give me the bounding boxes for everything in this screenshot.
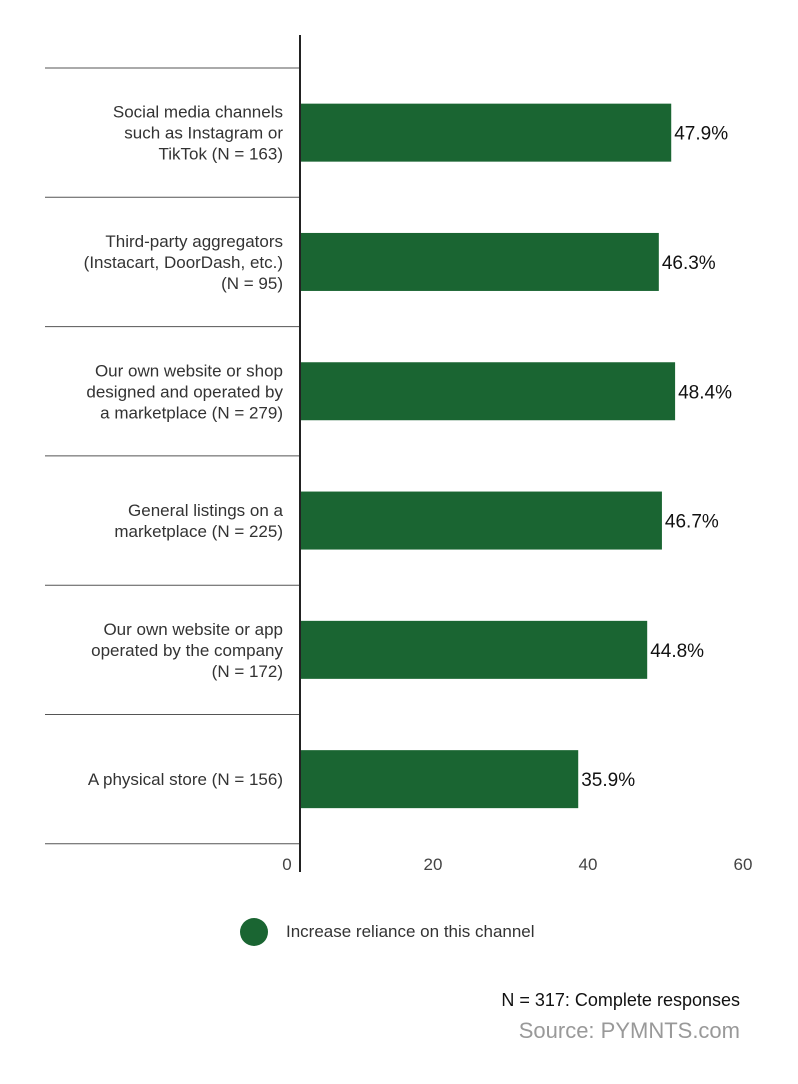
value-label: 44.8% <box>650 641 704 662</box>
value-label: 48.4% <box>678 382 732 403</box>
bar <box>300 491 662 550</box>
bar-chart: 47.9% Social media channels such as Instag… <box>45 35 753 874</box>
category-label: Our own website or shop <box>95 361 283 380</box>
legend-label: Increase reliance on this channel <box>286 922 535 941</box>
value-label: 35.9% <box>581 770 635 791</box>
category-label: TikTok (N = 163) <box>158 145 283 164</box>
category-label: Social media channels <box>113 103 283 122</box>
category-label: (Instacart, DoorDash, etc.) <box>84 253 283 272</box>
category-label: General listings on a <box>128 501 284 520</box>
category-label: (N = 95) <box>221 274 283 293</box>
category-label: (N = 172) <box>212 662 283 681</box>
value-label: 47.9% <box>674 124 728 145</box>
category-label: such as Instagram or <box>124 124 283 143</box>
bar <box>300 103 672 162</box>
x-tick-label: 0 <box>282 855 291 874</box>
category-label: marketplace (N = 225) <box>114 522 283 541</box>
x-tick-label: 60 <box>734 855 753 874</box>
bar <box>300 232 659 291</box>
legend: Increase reliance on this channel <box>240 918 535 946</box>
value-label: 46.3% <box>662 253 716 274</box>
bar <box>300 620 648 679</box>
x-tick-label: 40 <box>579 855 598 874</box>
category-label: Our own website or app <box>103 620 283 639</box>
footnote: N = 317: Complete responses <box>501 990 740 1010</box>
category-label: A physical store (N = 156) <box>88 770 283 789</box>
category-label: Third-party aggregators <box>105 232 283 251</box>
bar <box>300 750 579 809</box>
value-label: 46.7% <box>665 512 719 533</box>
x-tick-label: 20 <box>424 855 443 874</box>
legend-swatch <box>240 918 268 946</box>
source: Source: PYMNTS.com <box>518 1018 740 1043</box>
bar <box>300 362 676 421</box>
category-label: operated by the company <box>91 641 283 660</box>
category-label: a marketplace (N = 279) <box>100 403 283 422</box>
category-label: designed and operated by <box>86 382 283 401</box>
